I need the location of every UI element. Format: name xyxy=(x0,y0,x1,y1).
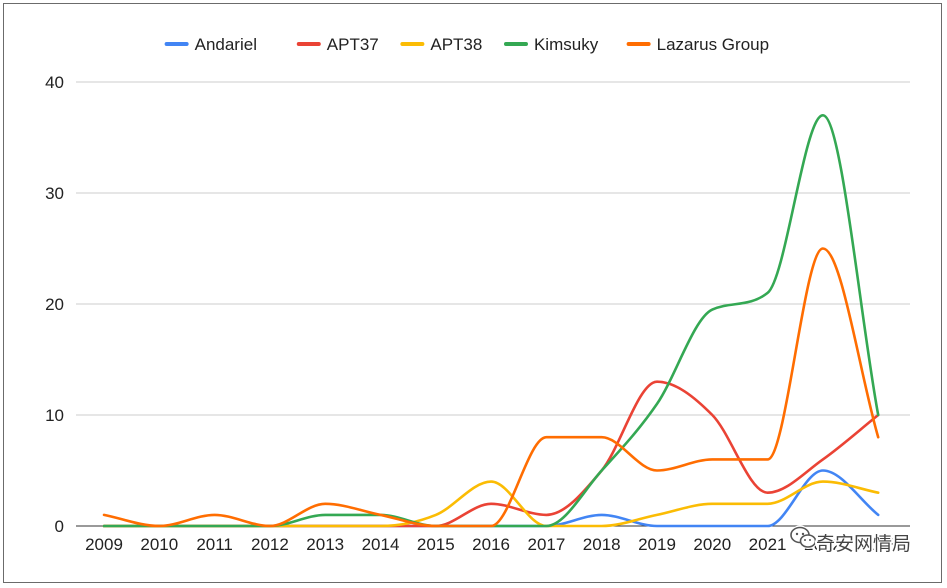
legend-label: Kimsuky xyxy=(534,35,599,54)
watermark: 奇安网情局 奇安网情局 xyxy=(789,525,913,557)
legend-item-apt38: APT38 xyxy=(400,35,482,54)
x-tick-label: 2009 xyxy=(85,535,123,554)
y-axis-ticks: 0 10 20 30 40 xyxy=(45,73,64,536)
legend-item-andariel: Andariel xyxy=(164,35,257,54)
legend: Andariel APT37 APT38 Kimsuky Lazarus Group xyxy=(164,35,769,54)
x-tick-label: 2011 xyxy=(196,535,233,554)
x-tick-label: 2018 xyxy=(583,535,621,554)
chart-frame: Andariel APT37 APT38 Kimsuky Lazarus Group 0… xyxy=(3,3,942,583)
series-line-andariel xyxy=(102,469,880,528)
line-chart: Andariel APT37 APT38 Kimsuky Lazarus Group 0… xyxy=(45,35,913,557)
legend-label: APT38 xyxy=(430,35,482,54)
x-tick-label: 2014 xyxy=(362,535,400,554)
x-tick-label: 2023 xyxy=(859,535,897,554)
wechat-icon xyxy=(789,525,818,549)
x-tick-label: 2019 xyxy=(638,535,676,554)
watermark-text-fill: 奇安网情局 xyxy=(816,533,911,555)
legend-label: APT37 xyxy=(327,35,379,54)
x-tick-label: 2016 xyxy=(472,535,510,554)
watermark-text: 奇安网情局 xyxy=(816,533,911,555)
y-tick-label: 40 xyxy=(45,73,64,92)
x-tick-label: 2013 xyxy=(306,535,344,554)
x-axis-ticks: 2009 2010 2011 2012 2013 2014 2015 2016 2017 2018… xyxy=(85,535,897,554)
y-tick-label: 20 xyxy=(45,295,64,314)
series-lines xyxy=(102,114,880,528)
legend-item-apt37: APT37 xyxy=(296,35,379,54)
x-tick-label: 2010 xyxy=(140,535,178,554)
x-tick-label: 2015 xyxy=(417,535,455,554)
x-tick-label: 2021 xyxy=(749,535,787,554)
x-tick-label: 2012 xyxy=(251,535,289,554)
legend-label: Andariel xyxy=(195,35,257,54)
y-tick-label: 10 xyxy=(45,406,64,425)
legend-label: Lazarus Group xyxy=(657,35,769,54)
gridlines xyxy=(76,81,910,527)
legend-item-lazarus-group: Lazarus Group xyxy=(626,35,769,54)
series-line-kimsuky xyxy=(102,114,880,528)
series-line-lazarus-group xyxy=(102,247,880,528)
y-tick-label: 0 xyxy=(55,517,64,536)
y-tick-label: 30 xyxy=(45,184,64,203)
x-tick-label: 2020 xyxy=(693,535,731,554)
x-tick-label: 2017 xyxy=(527,535,565,554)
legend-item-kimsuky: Kimsuky xyxy=(503,35,599,54)
